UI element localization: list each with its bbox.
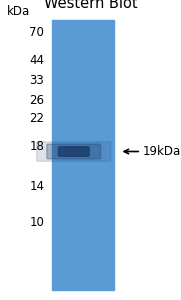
FancyBboxPatch shape [47, 144, 101, 159]
Text: kDa: kDa [7, 5, 30, 18]
FancyBboxPatch shape [58, 147, 89, 156]
Text: 44: 44 [29, 53, 44, 67]
Text: 19kDa: 19kDa [143, 145, 181, 158]
Text: 14: 14 [29, 179, 44, 193]
Text: 10: 10 [30, 215, 44, 229]
Text: Western Blot: Western Blot [44, 0, 137, 11]
Text: 33: 33 [30, 74, 44, 88]
Text: 26: 26 [29, 94, 44, 107]
FancyBboxPatch shape [37, 142, 111, 161]
Bar [52, 20, 114, 290]
Text: 22: 22 [29, 112, 44, 125]
Text: 18: 18 [30, 140, 44, 154]
Text: 70: 70 [30, 26, 44, 39]
